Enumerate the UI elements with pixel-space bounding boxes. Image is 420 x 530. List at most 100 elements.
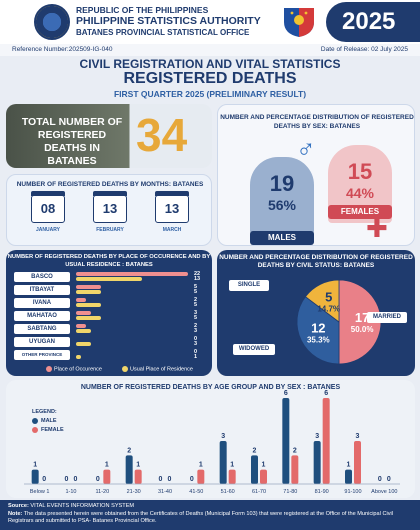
place-occurence-value: 5 [194, 284, 198, 290]
age-category-label: 1-10 [65, 489, 76, 495]
age-value-male: 2 [127, 447, 131, 454]
pie-percent-widowed: 35.3% [307, 335, 330, 344]
legend-residence: Usual Place of Residence [122, 366, 193, 372]
footer-source: Source: VITAL EVENTS INFORMATION SYSTEM [8, 503, 412, 511]
age-category-label: 51-60 [221, 489, 235, 495]
place-residence-bar [76, 277, 143, 281]
age-category-label: 11-20 [95, 489, 109, 495]
age-legend-male: MALE [32, 417, 64, 426]
month-label-february: FEBRUARY [96, 227, 124, 233]
total-deaths-card: TOTAL NUMBER OF REGISTERED DEATHS IN BAT… [6, 104, 212, 168]
age-category-label: 61-70 [252, 489, 266, 495]
legend-occurence-label: Place of Occurence [54, 366, 102, 373]
age-category-label: 31-40 [158, 489, 172, 495]
age-legend-female-swatch [32, 426, 38, 433]
place-row-label: IVANA [14, 298, 70, 308]
place-residence-value: 3 [194, 328, 198, 334]
age-value-male: 0 [65, 476, 69, 483]
place-residence-bar [76, 303, 102, 307]
female-label: FEMALES [328, 205, 392, 219]
legend-occurence-swatch [46, 366, 52, 372]
place-row-label: ITBAYAT [14, 285, 70, 295]
widowed-tag: WIDOWED [233, 344, 275, 355]
place-occurence-value: 3 [194, 310, 198, 316]
age-legend-male-label: MALE [41, 418, 57, 424]
age-value-female: 2 [293, 447, 297, 454]
pie-percent-single: 14.7% [317, 304, 340, 313]
age-category-label: 41-50 [189, 489, 203, 495]
place-residence-value: 13 [194, 276, 201, 282]
age-bar-male [219, 441, 227, 484]
main-title: CIVIL REGISTRATION AND VITAL STATISTICS [79, 57, 341, 71]
age-value-female: 1 [105, 462, 109, 469]
female-count: 15 [347, 159, 373, 184]
months-title: NUMBER OF REGISTERED DEATHS BY MONTHS: B… [16, 181, 204, 188]
age-value-female: 1 [136, 462, 140, 469]
place-row-label: BASCO [14, 272, 70, 282]
age-bar-female [197, 469, 205, 484]
place-occurence-bar [76, 311, 92, 315]
month-label-january: JANUARY [36, 227, 60, 233]
male-tombstone: 19 56% [250, 157, 314, 235]
age-category-label: 91-100 [344, 489, 361, 495]
period-title: FIRST QUARTER 2025 (PRELIMINARY RESULT) [113, 89, 307, 99]
place-row-label: MAHATAO [14, 311, 70, 321]
footer-source-text: VITAL EVENTS INFORMATION SYSTEM [30, 503, 135, 509]
age-value-male: 6 [284, 390, 288, 397]
age-value-male: 3 [315, 433, 319, 440]
male-percent: 56% [267, 197, 297, 213]
place-residence-bar [76, 355, 82, 359]
age-category-label: 21-30 [127, 489, 141, 495]
place-residence-bar [76, 290, 102, 294]
place-occurence-value: 22 [194, 271, 201, 277]
place-residence-bar [76, 316, 102, 320]
place-residence-value: 3 [194, 341, 198, 347]
place-occurence-value: 2 [194, 297, 198, 303]
single-tag: SINGLE [229, 280, 269, 291]
place-residence-value: 5 [194, 289, 198, 295]
age-legend-title: LEGEND: [32, 409, 57, 415]
legend-occurence: Place of Occurence [46, 366, 102, 372]
age-value-male: 1 [347, 462, 351, 469]
age-value-female: 6 [324, 390, 328, 397]
place-row-label: SABTANG [14, 324, 70, 334]
place-occurence-bar [76, 298, 87, 302]
pie-count-widowed: 12 [311, 320, 325, 335]
age-bar-male [313, 441, 321, 484]
pie-slice-single [304, 279, 340, 323]
age-bar-male [125, 455, 133, 484]
age-bar-female [322, 398, 330, 484]
age-value-female: 1 [230, 462, 234, 469]
place-title: NUMBER OF REGISTERED DEATHS BY PLACE OF … [7, 254, 211, 268]
age-bar-female [228, 469, 236, 484]
total-deaths-value: 34 [136, 109, 188, 161]
age-value-female: 0 [387, 476, 391, 483]
footer-note-label: Note: [8, 510, 23, 517]
age-bar-male [31, 469, 39, 484]
place-occurence-value: 2 [194, 323, 198, 329]
age-value-female: 3 [356, 433, 360, 440]
male-count: 19 [269, 171, 295, 196]
age-bar-male [282, 398, 290, 484]
age-value-female: 0 [168, 476, 172, 483]
age-bar-female [103, 469, 111, 484]
place-residence-value: 5 [194, 302, 198, 308]
reference-bar: Reference Number:202509-IG-040 Date of R… [0, 44, 420, 56]
age-bar-female [354, 441, 361, 484]
age-value-male: 0 [96, 476, 100, 483]
legend-residence-swatch [122, 366, 128, 372]
married-tag: MARRIED [367, 312, 407, 323]
header-agency: PHILIPPINE STATISTICS AUTHORITY [76, 15, 261, 27]
age-chart-title: NUMBER OF REGISTERED DEATHS BY AGE GROUP… [80, 384, 341, 391]
pie-percent-married: 50.0% [351, 325, 374, 334]
civil-status-card: NUMBER AND PERCENTAGE DISTRIBUTION OF RE… [217, 250, 415, 376]
place-occurence-value: 0 [194, 336, 198, 342]
age-value-male: 2 [253, 447, 257, 454]
place-occurence-bar [76, 324, 87, 328]
pie-slice-widowed [296, 296, 340, 365]
place-row-label: OTHER PROVINCE [14, 350, 70, 360]
place-occurence-bar [76, 272, 188, 276]
total-deaths-label: TOTAL NUMBER OF REGISTERED DEATHS IN BAT… [21, 116, 123, 167]
sex-title: NUMBER AND PERCENTAGE DISTRIBUTION OF RE… [220, 114, 414, 130]
header: REPUBLIC OF THE PHILIPPINES PHILIPPINE S… [0, 0, 420, 44]
